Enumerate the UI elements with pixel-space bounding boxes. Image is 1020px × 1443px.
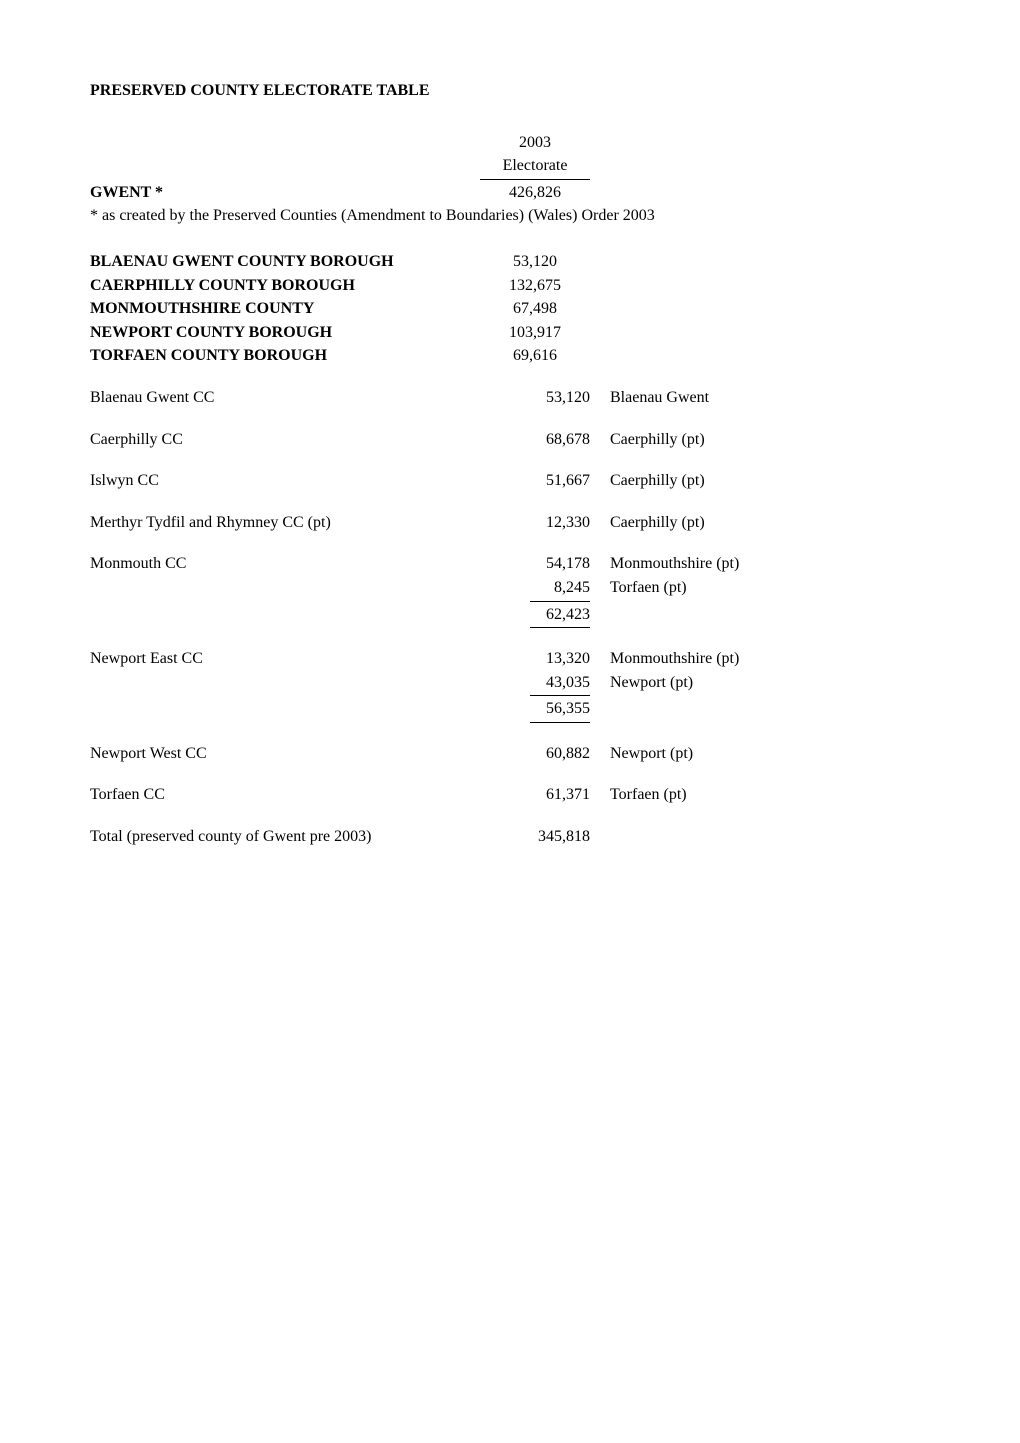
gwent-value: 426,826 bbox=[480, 182, 590, 204]
grand-total-value: 345,818 bbox=[480, 826, 610, 848]
constituency-label: Monmouth CC bbox=[90, 553, 480, 575]
constituency-row: Caerphilly CC68,678Caerphilly (pt) bbox=[90, 429, 930, 451]
constituency-component: Newport (pt) bbox=[610, 743, 930, 765]
borough-label: CAERPHILLY COUNTY BOROUGH bbox=[90, 275, 480, 297]
year-row: 2003 bbox=[90, 132, 930, 154]
constituency-total-row: 56,355 bbox=[90, 695, 930, 723]
borough-row: NEWPORT COUNTY BOROUGH103,917 bbox=[90, 322, 930, 344]
constituency-component: Caerphilly (pt) bbox=[610, 512, 930, 534]
constituency-value: 68,678 bbox=[480, 429, 610, 451]
constituency-row: 43,035Newport (pt) bbox=[90, 672, 930, 694]
constituency-label: Islwyn CC bbox=[90, 470, 480, 492]
constituency-value: 61,371 bbox=[480, 784, 610, 806]
borough-value: 132,675 bbox=[480, 275, 590, 297]
constituency-label: Caerphilly CC bbox=[90, 429, 480, 451]
constituency-value: 51,667 bbox=[480, 470, 610, 492]
constituency-row: Blaenau Gwent CC53,120Blaenau Gwent bbox=[90, 387, 930, 409]
constituency-label: Newport West CC bbox=[90, 743, 480, 765]
constituency-value: 43,035 bbox=[480, 672, 610, 694]
constituency-value: 54,178 bbox=[480, 553, 610, 575]
constituency-value: 13,320 bbox=[480, 648, 610, 670]
borough-label: MONMOUTHSHIRE COUNTY bbox=[90, 298, 480, 320]
year-value: 2003 bbox=[480, 132, 590, 154]
constituency-component: Torfaen (pt) bbox=[610, 577, 930, 599]
constituency-row: Merthyr Tydfil and Rhymney CC (pt)12,330… bbox=[90, 512, 930, 534]
gwent-row: GWENT * 426,826 bbox=[90, 182, 930, 204]
electorate-label-row: Electorate bbox=[90, 155, 930, 180]
constituency-row: Torfaen CC61,371Torfaen (pt) bbox=[90, 784, 930, 806]
borough-row: MONMOUTHSHIRE COUNTY67,498 bbox=[90, 298, 930, 320]
constituency-component: Caerphilly (pt) bbox=[610, 429, 930, 451]
constituency-row: Newport East CC13,320Monmouthshire (pt) bbox=[90, 648, 930, 670]
constituency-label: Blaenau Gwent CC bbox=[90, 387, 480, 409]
constituency-component: Monmouthshire (pt) bbox=[610, 553, 930, 575]
constituency-component: Monmouthshire (pt) bbox=[610, 648, 930, 670]
constituency-label: Torfaen CC bbox=[90, 784, 480, 806]
constituency-total-row: 62,423 bbox=[90, 601, 930, 629]
page-title: PRESERVED COUNTY ELECTORATE TABLE bbox=[90, 80, 930, 102]
constituency-component: Blaenau Gwent bbox=[610, 387, 930, 409]
constituency-row: Islwyn CC51,667Caerphilly (pt) bbox=[90, 470, 930, 492]
constituency-value: 8,245 bbox=[480, 577, 610, 599]
constituency-component: Newport (pt) bbox=[610, 672, 930, 694]
borough-row: TORFAEN COUNTY BOROUGH69,616 bbox=[90, 345, 930, 367]
borough-list: BLAENAU GWENT COUNTY BOROUGH53,120CAERPH… bbox=[90, 251, 930, 367]
constituency-label: Merthyr Tydfil and Rhymney CC (pt) bbox=[90, 512, 480, 534]
borough-label: NEWPORT COUNTY BOROUGH bbox=[90, 322, 480, 344]
constituency-component: Caerphilly (pt) bbox=[610, 470, 930, 492]
borough-row: BLAENAU GWENT COUNTY BOROUGH53,120 bbox=[90, 251, 930, 273]
constituency-component: Torfaen (pt) bbox=[610, 784, 930, 806]
borough-value: 69,616 bbox=[480, 345, 590, 367]
constituency-list: Blaenau Gwent CC53,120Blaenau Gwent Caerp… bbox=[90, 387, 930, 806]
borough-value: 67,498 bbox=[480, 298, 590, 320]
borough-value: 53,120 bbox=[480, 251, 590, 273]
constituency-value: 60,882 bbox=[480, 743, 610, 765]
borough-label: BLAENAU GWENT COUNTY BOROUGH bbox=[90, 251, 480, 273]
constituency-row: 8,245Torfaen (pt) bbox=[90, 577, 930, 599]
borough-row: CAERPHILLY COUNTY BOROUGH132,675 bbox=[90, 275, 930, 297]
constituency-label: Newport East CC bbox=[90, 648, 480, 670]
constituency-total-value: 62,423 bbox=[530, 601, 590, 629]
constituency-value: 53,120 bbox=[480, 387, 610, 409]
grand-total-label: Total (preserved county of Gwent pre 200… bbox=[90, 826, 480, 848]
constituency-row: Newport West CC60,882Newport (pt) bbox=[90, 743, 930, 765]
constituency-total-value: 56,355 bbox=[530, 695, 590, 723]
constituency-value: 12,330 bbox=[480, 512, 610, 534]
gwent-footnote: * as created by the Preserved Counties (… bbox=[90, 205, 930, 227]
electorate-label: Electorate bbox=[480, 155, 590, 180]
constituency-row: Monmouth CC54,178Monmouthshire (pt) bbox=[90, 553, 930, 575]
gwent-label: GWENT * bbox=[90, 182, 480, 204]
borough-label: TORFAEN COUNTY BOROUGH bbox=[90, 345, 480, 367]
grand-total-row: Total (preserved county of Gwent pre 200… bbox=[90, 826, 930, 848]
borough-value: 103,917 bbox=[480, 322, 590, 344]
